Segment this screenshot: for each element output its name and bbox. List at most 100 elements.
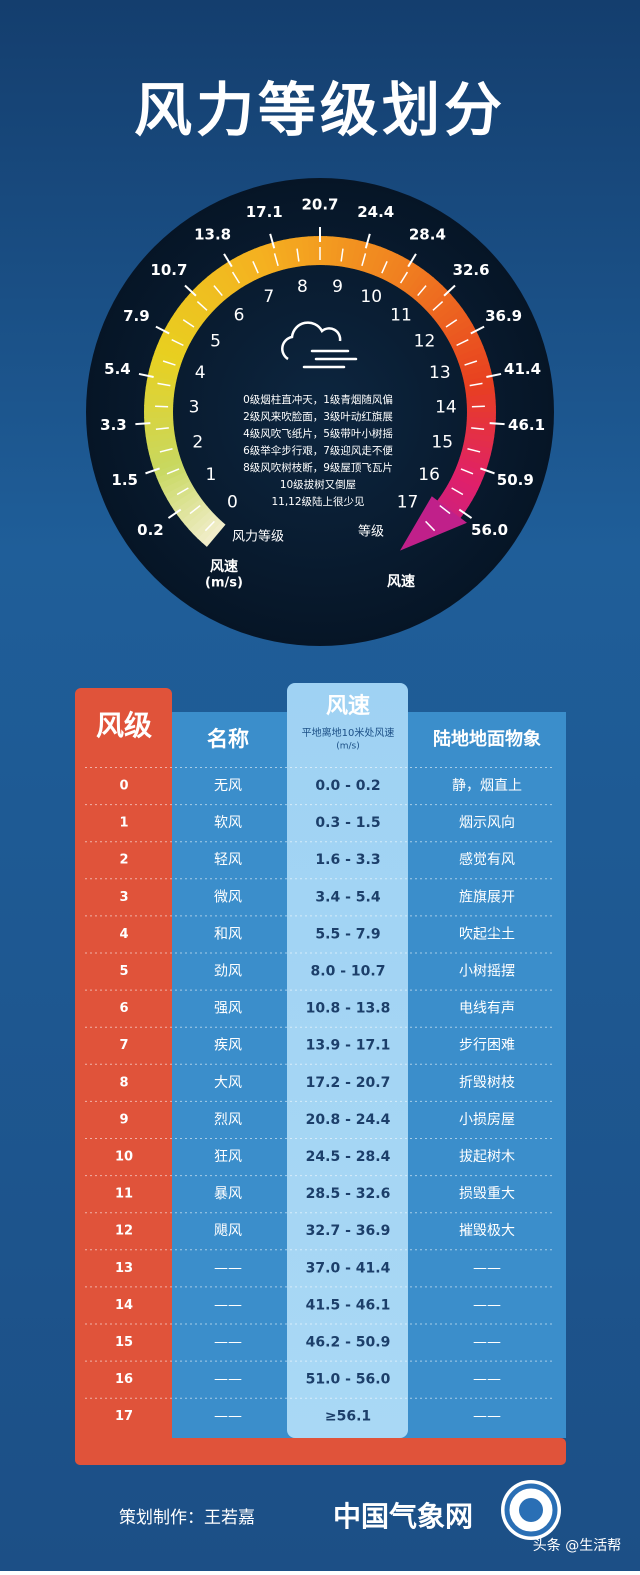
cell-effect: 烟示风向	[459, 815, 515, 831]
speed-tick-label: 32.6	[453, 261, 490, 279]
speed-tick-label: 46.1	[508, 416, 545, 434]
cell-name: 和风	[214, 926, 242, 942]
cell-effect: 步行困难	[459, 1038, 515, 1054]
speed-label: 风速	[210, 558, 238, 575]
speed-tick-label: 24.4	[357, 203, 394, 221]
speed-tick-label: 56.0	[471, 521, 508, 539]
description-line: 2级风来吹脸面，3级叶动红旗展	[243, 410, 393, 423]
cell-level: 16	[115, 1372, 133, 1387]
cell-level: 3	[119, 890, 128, 905]
cell-name: ——	[214, 1260, 242, 1276]
level-tick-label: 12	[414, 332, 436, 352]
cell-level: 10	[115, 1150, 133, 1165]
description-line: 10级拔树又倒屋	[280, 478, 356, 491]
cell-name: 大风	[214, 1075, 242, 1091]
cell-level: 14	[115, 1298, 133, 1313]
level-tick-label: 7	[263, 287, 274, 307]
cell-name: 轻风	[214, 852, 242, 868]
cell-effect: ——	[473, 1297, 501, 1313]
cell-level: 4	[119, 927, 128, 942]
speed-tick-label: 41.4	[504, 360, 541, 378]
cell-speed: ≥56.1	[325, 1409, 371, 1425]
cell-level: 0	[119, 779, 128, 794]
brand: 中国气象网	[333, 1500, 473, 1533]
header-name: 名称	[207, 727, 249, 751]
cell-level: 1	[119, 816, 128, 831]
level-tick-label: 8	[297, 277, 308, 297]
cell-effect: 小树摇摆	[459, 964, 515, 980]
cell-effect: ——	[473, 1409, 501, 1425]
gauge-tick	[135, 423, 150, 424]
gauge-tick	[490, 423, 505, 424]
cell-speed: 17.2 - 20.7	[306, 1075, 391, 1091]
header-speed: 风速	[326, 693, 370, 719]
speed-tick-label: 1.5	[111, 471, 138, 489]
level-tick-label: 16	[418, 465, 440, 485]
speed-tick-label: 17.1	[246, 203, 283, 221]
header-speed-note: 平地离地10米处风速	[302, 726, 395, 739]
cell-name: 飓风	[214, 1223, 242, 1239]
header-level: 风级	[96, 709, 152, 742]
speed-tick-label: 50.9	[497, 471, 534, 489]
cell-level: 17	[115, 1409, 133, 1424]
cell-name: ——	[214, 1297, 242, 1313]
cell-effect: 吹起尘土	[459, 926, 515, 942]
level-tick-label: 5	[210, 332, 221, 352]
cell-level: 9	[119, 1112, 128, 1127]
logo	[501, 1480, 561, 1540]
cell-level: 5	[119, 964, 128, 979]
level-label: 风力等级	[232, 529, 284, 545]
speed-tick-label: 20.7	[301, 196, 338, 214]
cell-effect: 拔起树木	[459, 1149, 515, 1165]
cell-speed: 46.2 - 50.9	[306, 1335, 391, 1351]
table-footer-bar	[75, 1438, 566, 1465]
cell-name: 疾风	[214, 1038, 242, 1054]
cell-speed: 3.4 - 5.4	[315, 889, 380, 905]
cell-effect: 小损房屋	[459, 1112, 515, 1128]
cell-level: 2	[119, 853, 128, 868]
cell-level: 12	[115, 1224, 133, 1239]
speed-column	[287, 683, 408, 1438]
cell-level: 11	[115, 1187, 133, 1202]
description-line: 0级烟柱直冲天，1级青烟随风偏	[243, 393, 393, 406]
cell-speed: 24.5 - 28.4	[306, 1149, 391, 1165]
cell-name: 强风	[214, 1001, 242, 1017]
level-tick-label: 4	[195, 363, 206, 383]
level-tick-label: 14	[435, 398, 457, 418]
cell-speed: 13.9 - 17.1	[306, 1038, 391, 1054]
cell-level: 15	[115, 1335, 133, 1350]
credit: 策划制作：王若嘉	[119, 1508, 255, 1528]
cell-speed: 20.8 - 24.4	[306, 1112, 391, 1128]
level-tick-label: 2	[192, 432, 203, 452]
grade-label: 等级	[358, 524, 384, 540]
title: 风力等级划分	[134, 76, 506, 144]
cell-effect: 损毁重大	[459, 1186, 515, 1202]
cell-name: 软风	[214, 815, 242, 831]
speed-tick-label: 0.2	[137, 521, 164, 539]
speed-tick-label: 7.9	[123, 307, 150, 325]
cell-level: 13	[115, 1261, 133, 1276]
speed-tick-label: 13.8	[194, 226, 231, 244]
cell-name: 劲风	[214, 964, 242, 980]
cell-name: 微风	[214, 889, 242, 905]
level-tick-label: 17	[397, 493, 419, 513]
cell-speed: 10.8 - 13.8	[306, 1001, 391, 1017]
level-tick-label: 9	[332, 277, 343, 297]
level-tick-label: 0	[227, 493, 238, 513]
watermark: 头条 @生活帮	[533, 1537, 621, 1554]
level-tick-label: 11	[390, 305, 412, 325]
cell-name: ——	[214, 1335, 242, 1351]
cell-speed: 0.0 - 0.2	[315, 778, 380, 794]
description-line: 8级风吹树枝断，9级屋顶飞瓦片	[243, 461, 393, 474]
gauge-arc	[144, 411, 173, 418]
cell-name: ——	[214, 1372, 242, 1388]
cell-level: 7	[119, 1038, 128, 1053]
speed-tick-label: 28.4	[409, 226, 446, 244]
cell-speed: 5.5 - 7.9	[315, 926, 380, 942]
level-tick-label: 1	[205, 465, 216, 485]
cell-name: 狂风	[214, 1149, 242, 1165]
level-tick-label: 15	[431, 432, 453, 452]
cell-name: ——	[214, 1409, 242, 1425]
cell-name: 无风	[214, 778, 242, 794]
cell-speed: 1.6 - 3.3	[315, 852, 380, 868]
